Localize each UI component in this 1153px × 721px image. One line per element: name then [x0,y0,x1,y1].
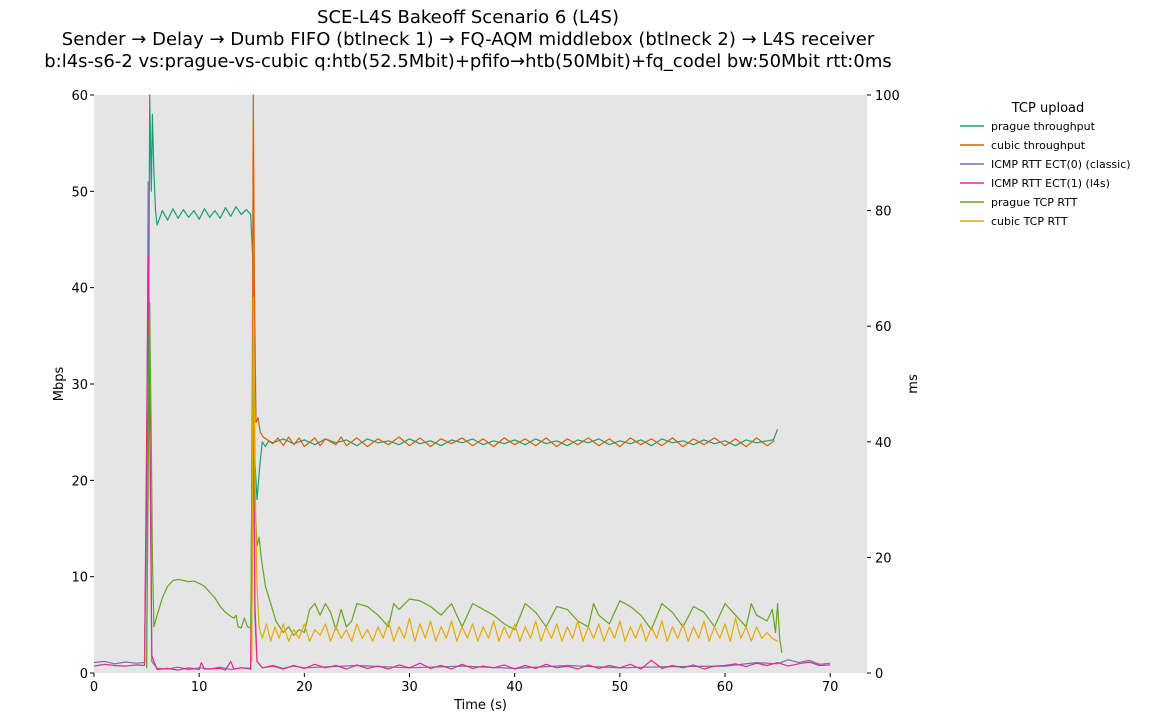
series-line-3 [93,256,831,671]
series-line-0 [146,94,779,669]
series-line-4 [146,302,783,668]
legend-entry: cubic TCP RTT [991,215,1068,228]
x-tick-label: 10 [191,680,208,695]
legend-entry: prague TCP RTT [991,196,1078,209]
y-left-tick-label: 10 [71,571,88,586]
y-left-tick-label: 50 [71,185,88,200]
series-line-1 [250,94,775,671]
legend-entry: ICMP RTT ECT(1) (l4s) [991,177,1110,190]
y-right-tick-label: 40 [875,436,892,451]
x-tick-label: 0 [90,680,98,695]
y-right-tick-label: 20 [875,551,892,566]
x-tick-label: 50 [612,680,629,695]
x-tick-label: 20 [296,680,313,695]
y-axis-left: 0 10 20 30 40 50 60 [71,89,94,682]
plot-background [94,95,867,673]
chart-title: SCE-L4S Bakeoff Scenario 6 (L4S)Sender →… [44,7,892,72]
x-tick-label: 70 [822,680,839,695]
y-axis-right: 0 20 40 60 80 100 [867,89,900,682]
title-line: b:l4s-s6-2 vs:prague-vs-cubic q:htb(52.5… [44,51,892,72]
legend-entry: ICMP RTT ECT(0) (classic) [991,158,1131,171]
legend-entry: prague throughput [991,120,1096,133]
y-left-tick-label: 40 [71,282,88,297]
x-axis: 0 10 20 30 40 50 60 70 [90,673,839,695]
legend-entry: cubic throughput [991,139,1086,152]
title-line: SCE-L4S Bakeoff Scenario 6 (L4S) [317,7,619,28]
x-tick-label: 40 [506,680,523,695]
x-tick-label: 30 [401,680,418,695]
y-left-tick-label: 60 [71,89,88,104]
series-line-5 [251,296,778,662]
y-right-tick-label: 80 [875,205,892,220]
legend: TCP upload prague throughput cubic throug… [960,101,1131,228]
y-right-tick-label: 0 [875,667,883,682]
x-axis-label: Time (s) [453,698,507,713]
y-left-tick-label: 0 [80,667,88,682]
series-layer [93,94,831,671]
y-right-tick-label: 60 [875,320,892,335]
y-right-tick-label: 100 [875,89,900,104]
title-line: Sender → Delay → Dumb FIFO (btlneck 1) →… [62,29,875,50]
y-axis-right-label: ms [906,374,921,394]
y-left-tick-label: 20 [71,474,88,489]
y-axis-left-label: Mbps [52,367,67,402]
x-tick-label: 60 [717,680,734,695]
y-left-tick-label: 30 [71,378,88,393]
legend-title: TCP upload [1011,101,1085,116]
